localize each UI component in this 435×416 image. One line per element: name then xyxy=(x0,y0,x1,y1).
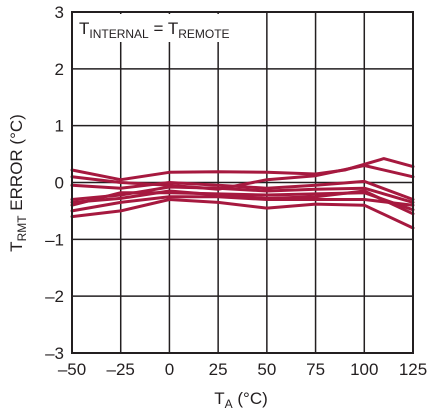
plot-frame xyxy=(71,11,414,354)
x-axis-label: TA (°C) xyxy=(214,389,268,411)
x-tick-label: 125 xyxy=(399,360,427,379)
y-tick-label: –3 xyxy=(45,344,64,363)
y-tick-label: –1 xyxy=(45,230,64,249)
series-line-2 xyxy=(70,164,415,191)
x-tick-label: 25 xyxy=(209,360,228,379)
y-tick-label: –2 xyxy=(45,287,64,306)
annotation: TINTERNAL = TREMOTE xyxy=(79,19,230,41)
x-tick-label: –25 xyxy=(107,360,135,379)
series-line-3 xyxy=(70,179,415,201)
annotation-background xyxy=(74,14,240,42)
y-tick-label: 3 xyxy=(55,3,64,22)
series-line-1 xyxy=(70,157,415,182)
y-tick-label: 1 xyxy=(55,117,64,136)
x-tick-label: 50 xyxy=(257,360,276,379)
x-tick-label: 0 xyxy=(165,360,174,379)
series-line-7 xyxy=(70,198,415,230)
x-tick-labels: –50 –25 0 25 50 75 100 125 xyxy=(58,360,427,379)
y-axis-label: TRMT ERROR (°C) xyxy=(7,114,29,252)
series-line-8 xyxy=(70,189,415,216)
x-tick-label: 75 xyxy=(306,360,325,379)
y-tick-label: 2 xyxy=(55,60,64,79)
x-tick-label: 100 xyxy=(350,360,378,379)
y-tick-labels: –3 –2 –1 0 1 2 3 xyxy=(45,3,64,363)
series-lines xyxy=(70,157,415,230)
y-tick-label: 0 xyxy=(55,174,64,193)
x-tick-label: –50 xyxy=(58,360,86,379)
